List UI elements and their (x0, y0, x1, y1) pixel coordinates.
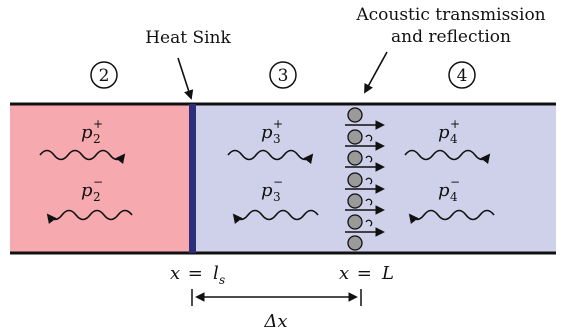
acoustic-label-line1: Acoustic transmission (355, 5, 545, 25)
wave-p3-plus (227, 149, 314, 165)
svg-text:p: p (261, 122, 273, 143)
region-2-fill (10, 104, 192, 253)
svg-text:l: l (213, 263, 219, 284)
wave-p4-minus (408, 209, 495, 225)
region-2-badge: 2 (90, 61, 118, 89)
heat-sink-position-label: x = l s (170, 263, 225, 287)
wave-p4-plus (404, 149, 491, 165)
label-p3-plus: p + 3 (261, 117, 283, 146)
svg-text:4: 4 (450, 132, 458, 146)
svg-text:=: = (351, 263, 378, 284)
svg-text:2: 2 (99, 66, 110, 86)
svg-text:p: p (261, 180, 273, 201)
svg-text:4: 4 (450, 190, 458, 204)
svg-text:3: 3 (273, 132, 281, 146)
svg-text:=: = (182, 263, 209, 284)
svg-text:p: p (438, 180, 450, 201)
heat-sink-bar (189, 104, 196, 253)
vortex-row-2 (345, 129, 385, 151)
wave-p3-minus (232, 209, 319, 225)
vortex-interface (345, 107, 385, 251)
svg-text:2: 2 (93, 190, 101, 204)
acoustic-pointer (364, 51, 388, 94)
svg-text:2: 2 (93, 132, 101, 146)
svg-text:s: s (219, 273, 225, 287)
delta-x-label: Δx (263, 311, 287, 332)
vortex-row-3 (345, 150, 385, 172)
svg-text:p: p (81, 122, 93, 143)
wave-p2-plus (39, 149, 126, 165)
region-4-badge: 4 (448, 61, 476, 89)
svg-text:L: L (381, 263, 394, 284)
svg-text:x: x (339, 263, 349, 284)
region-3-4-fill (192, 104, 556, 253)
vortex-row-1 (345, 107, 385, 130)
svg-text:−: − (273, 175, 283, 189)
label-p3-minus: p − 3 (261, 175, 283, 204)
svg-text:+: + (93, 117, 103, 131)
svg-text:−: − (93, 175, 103, 189)
svg-text:+: + (273, 117, 283, 131)
acoustic-label-line2: and reflection (391, 27, 511, 47)
heat-sink-pointer (177, 57, 194, 100)
svg-text:x: x (170, 263, 180, 284)
svg-text:3: 3 (273, 190, 281, 204)
interface-position-label: x = L (339, 263, 394, 284)
svg-text:p: p (438, 122, 450, 143)
label-p2-minus: p − 2 (81, 175, 103, 204)
region-3-badge: 3 (269, 61, 297, 89)
wave-p2-minus (46, 209, 133, 225)
heat-sink-label: Heat Sink (145, 28, 231, 48)
vortex-row-7 (347, 235, 363, 251)
svg-text:3: 3 (278, 66, 289, 86)
vortex-row-6 (345, 214, 385, 237)
svg-text:p: p (81, 180, 93, 201)
label-p4-minus: p − 4 (438, 175, 460, 204)
label-p4-plus: p + 4 (438, 117, 460, 146)
svg-text:4: 4 (457, 66, 468, 86)
svg-text:−: − (450, 175, 460, 189)
svg-text:+: + (450, 117, 460, 131)
vortex-row-4 (345, 172, 385, 194)
vortex-row-5 (345, 193, 385, 215)
label-p2-plus: p + 2 (81, 117, 103, 146)
